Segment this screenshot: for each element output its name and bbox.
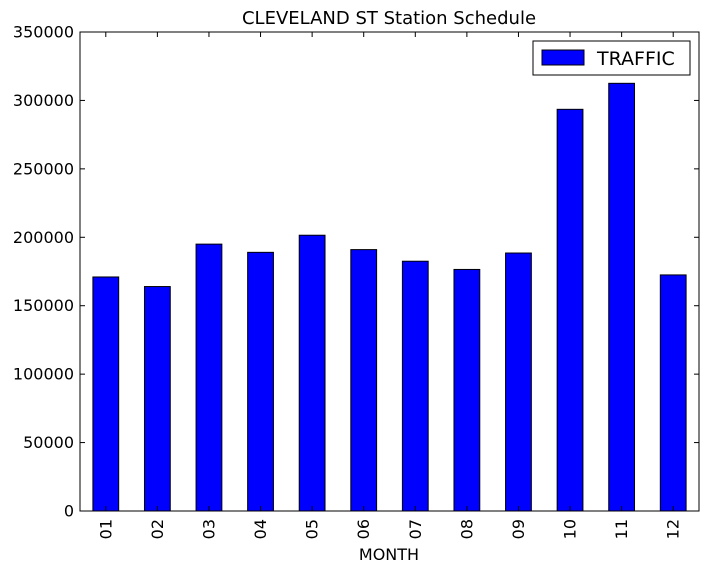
plot-frame (79, 31, 700, 512)
x-ticks-group: 01 02 03 04 05 06 07 08 09 10 11 12 (96, 32, 683, 539)
bar-02 (143, 286, 171, 512)
bar-10 (556, 108, 584, 512)
x-tick-label-06: 06 (354, 519, 373, 539)
bar-09 (505, 252, 532, 512)
bar-12 (659, 274, 687, 512)
bar-03 (195, 243, 223, 512)
legend-label-traffic: TRAFFIC (596, 48, 675, 70)
bar-07 (401, 260, 429, 512)
bar-08 (453, 268, 481, 512)
x-tick-label-02: 02 (148, 519, 167, 539)
legend: TRAFFIC (532, 40, 691, 76)
y-tick-label-200000: 200000 (13, 228, 74, 247)
x-tick-label-07: 07 (406, 519, 425, 539)
bar-04 (247, 251, 274, 512)
chart-title: CLEVELAND ST Station Schedule (242, 8, 536, 29)
x-tick-label-04: 04 (251, 519, 270, 539)
bars-group (92, 82, 687, 512)
x-tick-label-11: 11 (612, 519, 631, 539)
y-tick-label-0: 0 (64, 502, 74, 521)
x-tick-label-05: 05 (303, 519, 322, 539)
x-tick-label-08: 08 (457, 519, 476, 539)
y-tick-label-300000: 300000 (13, 91, 74, 110)
x-tick-label-03: 03 (199, 519, 218, 539)
bar-06 (350, 249, 378, 512)
y-tick-label-100000: 100000 (13, 365, 74, 384)
y-ticks-group: 0 50000 100000 150000 200000 250000 300000 3500… (13, 23, 699, 521)
x-tick-label-10: 10 (561, 519, 580, 539)
x-axis-label: MONTH (359, 545, 419, 564)
bar-05 (298, 234, 326, 512)
y-tick-label-250000: 250000 (13, 159, 74, 178)
x-tick-label-09: 09 (509, 519, 528, 539)
x-tick-label-12: 12 (664, 519, 683, 539)
legend-swatch-traffic (541, 49, 585, 66)
x-tick-label-01: 01 (96, 519, 115, 539)
y-tick-label-150000: 150000 (13, 296, 74, 315)
bar-01 (92, 276, 120, 512)
y-tick-label-50000: 50000 (23, 433, 74, 452)
bar-11 (608, 82, 636, 512)
y-tick-label-350000: 350000 (13, 23, 74, 42)
